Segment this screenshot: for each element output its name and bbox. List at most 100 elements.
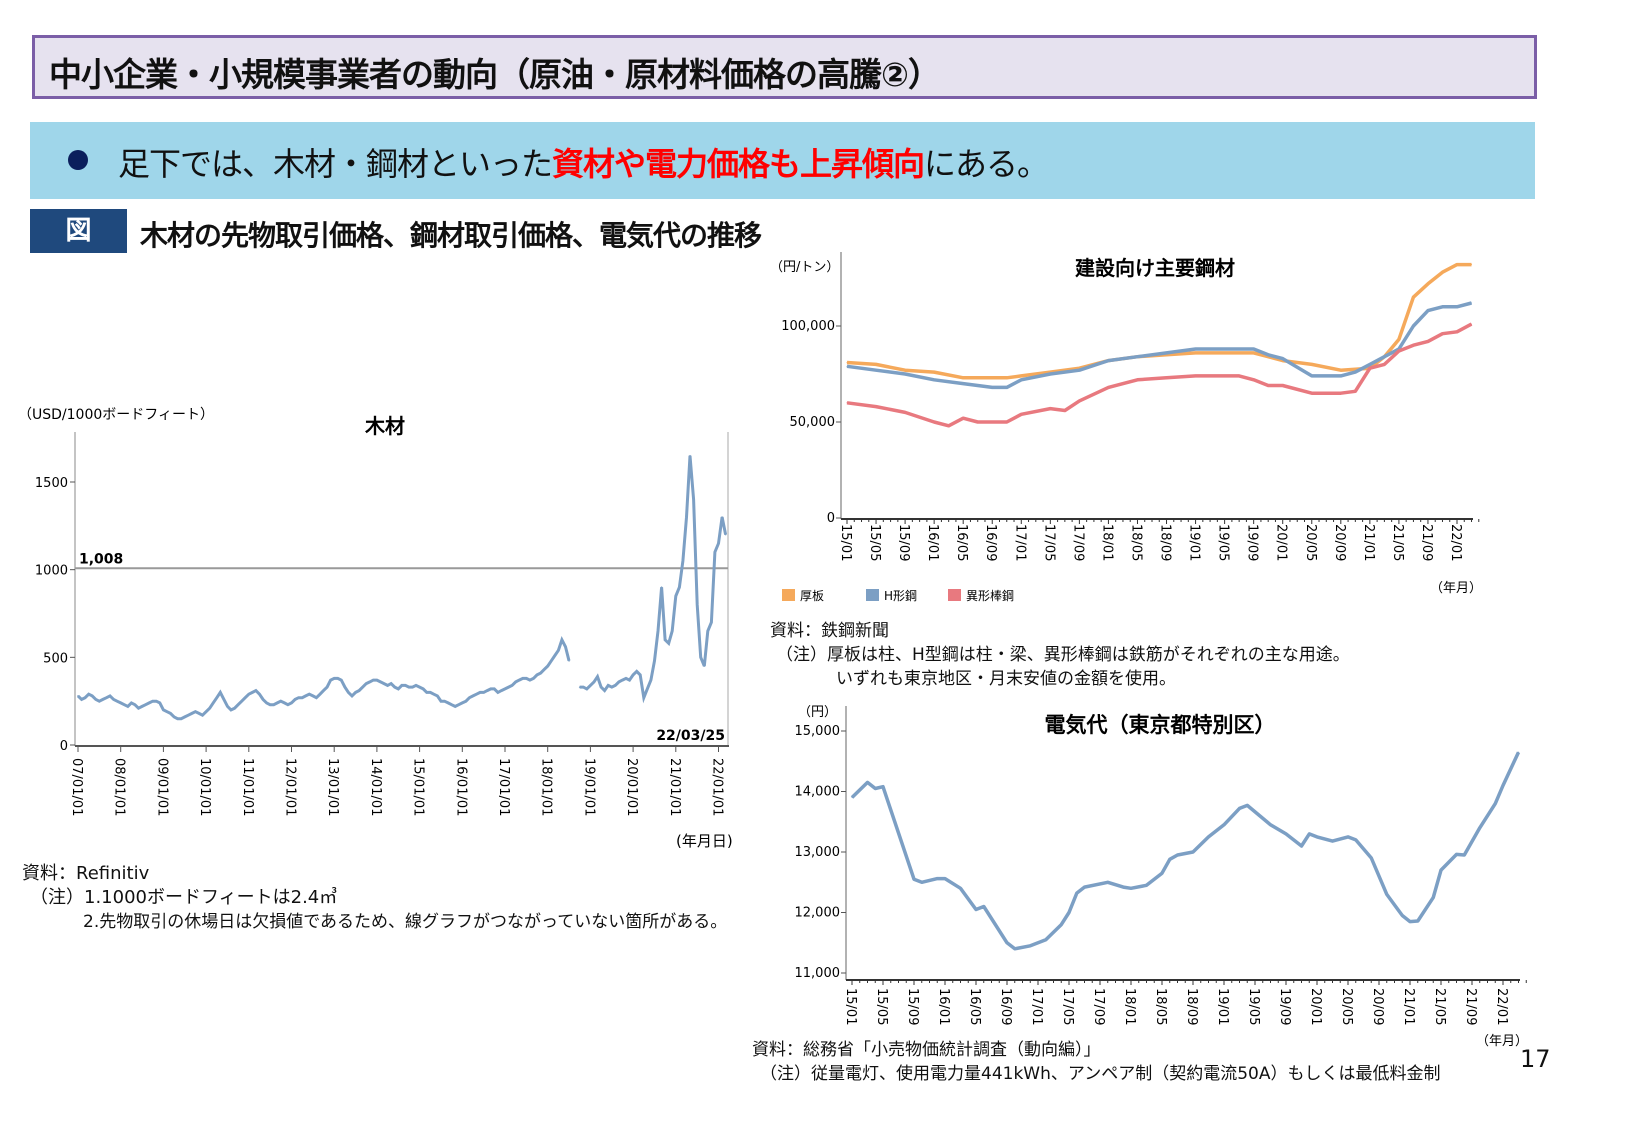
steel-point <box>1282 358 1284 360</box>
elec-point <box>882 786 884 788</box>
steel-point <box>933 421 935 423</box>
lumber-point <box>212 702 215 704</box>
steel-point <box>1456 264 1458 266</box>
lumber-y-tick-label: 1500 <box>35 476 68 491</box>
elec-x-tick-label: 20/01 <box>1308 988 1323 1025</box>
lumber-point <box>465 700 467 702</box>
steel-point <box>1136 379 1138 381</box>
lumber-point <box>685 516 688 518</box>
elec-x-tick-label: 15/09 <box>905 988 920 1025</box>
lumber-point <box>472 695 474 697</box>
lumber-point <box>265 702 268 704</box>
lumber-point <box>294 698 296 701</box>
elec-point <box>1161 872 1163 874</box>
lumber-point <box>561 639 563 641</box>
lumber-point <box>393 686 396 688</box>
lumber-point <box>614 684 617 687</box>
lumber-point <box>653 660 656 662</box>
steel-point <box>991 386 993 388</box>
elec-point <box>1239 807 1240 809</box>
elec-point <box>1308 833 1310 835</box>
lumber-point <box>507 686 510 688</box>
steel-point <box>962 417 964 419</box>
elec-point <box>1440 869 1442 871</box>
elec-point <box>944 878 946 880</box>
page-number: 17 <box>1520 1045 1551 1073</box>
lumber-point <box>194 710 197 713</box>
elec-point <box>1432 896 1434 898</box>
lumber-point <box>215 696 218 699</box>
elec-x-tick-label: 22/01 <box>1494 988 1509 1025</box>
steel-x-tick-label: 16/05 <box>954 524 969 561</box>
steel-x-tick-label: 21/05 <box>1390 524 1405 561</box>
lumber-point <box>639 674 642 676</box>
summary-highlight: 資材や電力価格も上昇傾向 <box>552 145 925 183</box>
elec-point <box>874 787 876 789</box>
elec-point <box>1169 858 1171 860</box>
elec-point <box>1347 836 1349 838</box>
elec-point <box>1146 884 1147 886</box>
steel-point <box>875 363 877 365</box>
lumber-point <box>244 696 247 699</box>
lumber-x-tick-label: 10/01/01 <box>197 758 212 816</box>
lumber-point <box>198 712 200 715</box>
elec-point <box>1208 836 1209 838</box>
elec-point <box>936 878 938 880</box>
lumber-point <box>554 654 556 657</box>
page-title: 中小企業・小規模事業者の動向（原油・原材料価格の高騰②） <box>49 55 941 94</box>
elec-point <box>1192 851 1194 853</box>
lumber-point <box>646 688 649 690</box>
elec-y-tick-label: 14,000 <box>795 785 841 800</box>
steel-point <box>1006 386 1008 388</box>
steel-point <box>1253 348 1255 350</box>
steel-point <box>962 377 964 379</box>
elec-x-tick-label: 18/01 <box>1122 988 1137 1025</box>
lumber-point <box>664 639 666 641</box>
steel-point <box>1441 306 1443 308</box>
lumber-point <box>475 693 478 695</box>
lumber-point <box>682 560 684 562</box>
steel-y-unit: （円/トン） <box>770 260 839 275</box>
lumber-point <box>269 703 271 706</box>
lumber-reference-label: 1,008 <box>79 551 123 567</box>
lumber-point <box>283 702 286 704</box>
steel-x-tick-label: 20/09 <box>1332 524 1347 561</box>
steel-point <box>1166 352 1168 354</box>
lumber-x-unit: (年月日) <box>676 832 733 850</box>
elec-point <box>1494 803 1496 805</box>
steel-point <box>1166 377 1168 379</box>
lumber-point <box>689 454 691 457</box>
steel-point <box>1064 409 1066 411</box>
lumber-point <box>287 703 289 706</box>
lumber-point <box>137 707 140 709</box>
lumber-x-tick-label: 14/01/01 <box>368 758 383 816</box>
steel-point <box>1006 421 1008 423</box>
elec-point <box>983 905 985 907</box>
steel-point <box>1020 375 1022 377</box>
lumber-y-tick-label: 1000 <box>35 564 68 579</box>
elec-point <box>1014 948 1016 950</box>
lumber-point <box>205 710 207 713</box>
lumber-point <box>351 695 353 697</box>
lumber-point <box>628 679 631 681</box>
lumber-point <box>568 660 570 662</box>
steel-point <box>1340 369 1342 371</box>
elec-x-tick-label: 15/05 <box>874 988 889 1025</box>
lumber-point <box>272 703 275 706</box>
steel-x-tick-label: 17/05 <box>1041 524 1056 561</box>
elec-point <box>1301 845 1302 847</box>
elec-x-tick-label: 17/05 <box>1060 988 1075 1025</box>
elec-series-line <box>850 751 1521 951</box>
steel-x-tick-label: 17/01 <box>1012 524 1027 561</box>
steel-note-1: （注）厚板は柱、H型鋼は柱・梁、異形棒鋼は鉄筋がそれぞれの主な用途。 <box>776 645 1350 665</box>
lumber-point <box>607 684 609 687</box>
lumber-point <box>141 705 143 708</box>
elec-y-tick-label: 13,000 <box>795 845 841 860</box>
elec-x-tick-label: 21/09 <box>1463 988 1478 1025</box>
elec-point <box>975 908 977 910</box>
lumber-point <box>276 702 279 704</box>
elec-y-unit: （円） <box>798 705 837 720</box>
steel-legend-swatch <box>948 589 961 601</box>
steel-point <box>1107 360 1109 362</box>
lumber-point <box>429 691 432 694</box>
